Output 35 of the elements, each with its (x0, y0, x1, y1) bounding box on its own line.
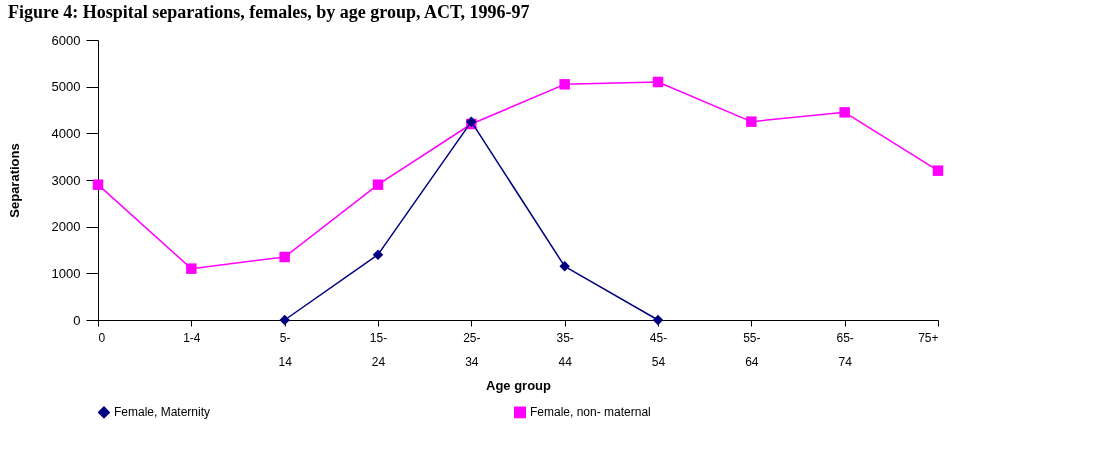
point (839, 107, 850, 118)
x-tick-label: 25-34 (463, 330, 481, 369)
x-tick-label: 65-74 (836, 330, 854, 369)
x-tick-label: 0 (98, 330, 106, 345)
point (372, 179, 384, 190)
point (652, 76, 664, 88)
y-tick-label: 6000 (51, 32, 81, 48)
chart-title: Figure 4: Hospital separations, females, by age group, ACT, 1996-97 (8, 2, 530, 22)
x-tick-label: 5-14 (278, 330, 293, 369)
x-tick-label: 1-4 (183, 330, 201, 345)
y-tick-label: 0 (73, 312, 81, 328)
legend-label: Female, Maternity (114, 405, 211, 420)
y-tick-label: 1000 (51, 265, 81, 281)
point (279, 251, 290, 263)
y-tick-label: 5000 (51, 79, 81, 95)
x-tick-label: 15-24 (369, 330, 388, 369)
point (372, 249, 384, 260)
x-tick-label: 45-54 (649, 330, 668, 369)
y-tick-label: 3000 (51, 172, 81, 188)
legend-label: Female, non- maternal (530, 405, 651, 420)
point (92, 179, 104, 190)
x-tick-label: 35-44 (556, 330, 574, 369)
x-axis-title: Age group (486, 377, 552, 393)
y-axis-title: Separations (6, 143, 22, 218)
x-tick-label: 55-64 (743, 330, 761, 369)
point (652, 314, 664, 326)
y-tick-label: 2000 (51, 219, 81, 235)
x-tick-label: 75+ (918, 330, 939, 345)
point (932, 165, 944, 176)
point (559, 261, 570, 272)
point (559, 79, 570, 90)
point (279, 314, 290, 326)
point (186, 263, 197, 274)
y-tick-label: 4000 (51, 125, 81, 141)
point (746, 116, 757, 127)
